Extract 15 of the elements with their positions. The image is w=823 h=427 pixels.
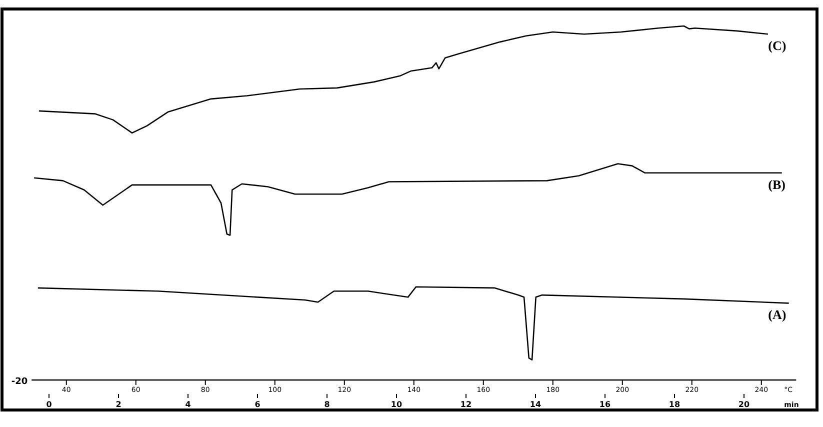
x-tick-label: 8 — [324, 400, 330, 409]
series-label: (C) — [768, 38, 786, 54]
x-tick-label: 20 — [738, 400, 750, 409]
x-tick-label: 2 — [116, 400, 122, 409]
x-tick-label: 0 — [46, 400, 52, 409]
x-tick-label: 16 — [599, 400, 611, 409]
text: -20 — [11, 377, 28, 387]
x-tick-label: 6 — [254, 400, 261, 409]
x-tick-label: 14 — [530, 400, 542, 409]
series-label: (A) — [768, 307, 786, 322]
x-tick-label: 12 — [460, 400, 472, 409]
x-tick-label: 4 — [185, 400, 192, 409]
series-label: (B) — [768, 176, 786, 192]
x-tick-label: 18 — [668, 400, 680, 409]
x-tick-label: 10 — [390, 400, 402, 409]
